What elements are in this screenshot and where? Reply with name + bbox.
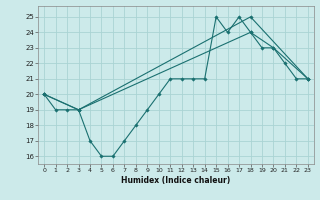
- X-axis label: Humidex (Indice chaleur): Humidex (Indice chaleur): [121, 176, 231, 185]
